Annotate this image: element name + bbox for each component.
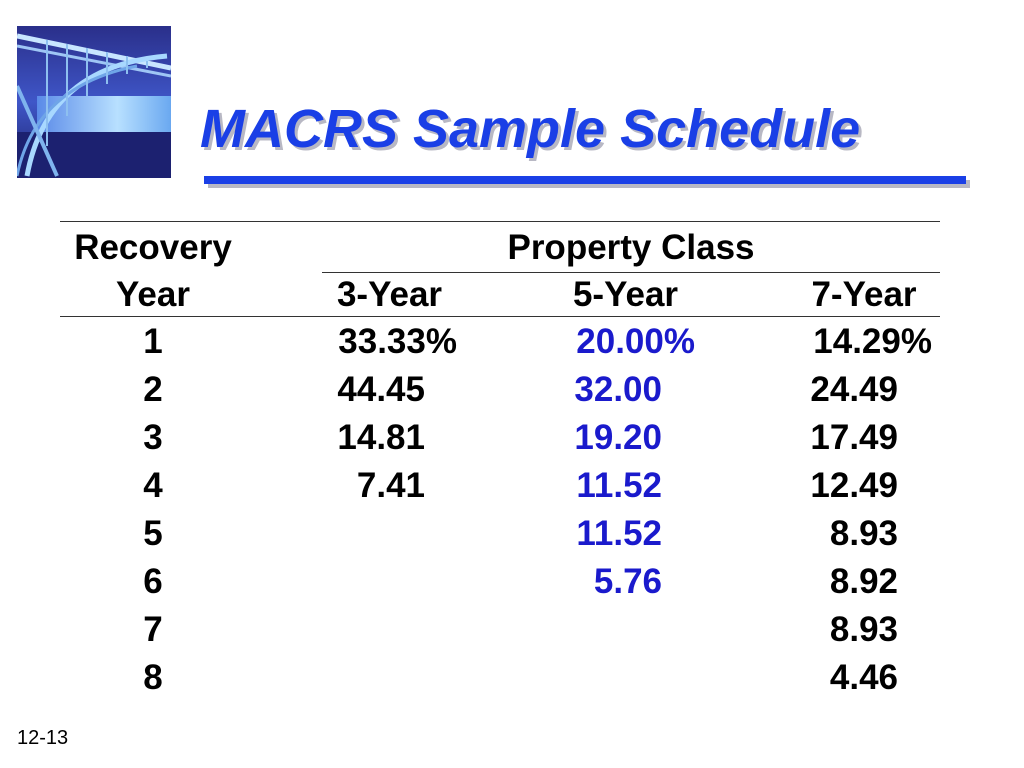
three-year-rate-cell: 14.81: [337, 418, 425, 457]
recovery-year-cell: 2: [143, 370, 163, 409]
seven-year-rate-cell: 8.93: [829, 514, 898, 553]
recovery-year-cell: 8: [143, 658, 163, 697]
header-recovery: Recovery: [74, 228, 232, 267]
seven-year-rate-cell: 4.46: [829, 658, 898, 697]
bridge-photo-icon: [17, 26, 171, 178]
five-year-rate-cell: 20.00%: [576, 322, 695, 361]
seven-year-rate-cell: 24.49: [810, 370, 898, 409]
header-year: Year: [116, 275, 190, 314]
seven-year-rate-cell: 8.93: [829, 610, 898, 649]
slide-number: 12-13: [17, 727, 69, 749]
title-underline: [204, 176, 966, 184]
five-year-rate-cell: 5.76: [593, 562, 662, 601]
five-year-rate-cell: 11.52: [576, 466, 662, 505]
property-class-rule: [322, 272, 940, 273]
five-year-rate-cell: 19.20: [574, 418, 662, 457]
three-year-rate-cell: 44.45: [337, 370, 425, 409]
header-7-year: 7-Year: [811, 275, 917, 314]
table-top-rule: [60, 221, 940, 222]
seven-year-rate-cell: 8.92: [829, 562, 898, 601]
header-3-year: 3-Year: [336, 275, 443, 314]
three-year-rate-cell: 7.41: [356, 466, 425, 505]
seven-year-rate-cell: 17.49: [810, 418, 898, 457]
five-year-rate-cell: 32.00: [574, 370, 662, 409]
recovery-year-cell: 3: [143, 418, 163, 457]
five-year-rate-cell: 11.52: [576, 514, 662, 553]
header-bottom-rule: [60, 316, 940, 317]
recovery-year-cell: 7: [143, 610, 163, 649]
recovery-year-cell: 5: [143, 514, 163, 553]
recovery-year-cell: 4: [143, 466, 163, 505]
recovery-year-cell: 6: [143, 562, 163, 601]
three-year-rate-cell: 33.33%: [338, 322, 457, 361]
header-property-class: Property Class: [507, 228, 755, 267]
recovery-year-cell: 1: [143, 322, 163, 361]
header-5-year: 5-Year: [572, 275, 679, 314]
slide-title: MACRS Sample Schedule: [200, 99, 861, 159]
seven-year-rate-cell: 14.29%: [813, 322, 932, 361]
seven-year-rate-cell: 12.49: [810, 466, 898, 505]
